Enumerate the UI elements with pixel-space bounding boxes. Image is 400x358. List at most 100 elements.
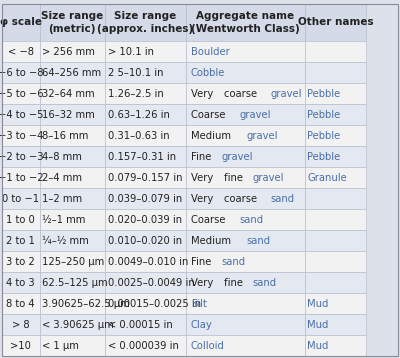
Text: coarse: coarse <box>224 194 260 204</box>
Bar <box>40 4 105 41</box>
Text: > 8: > 8 <box>12 320 30 330</box>
Bar <box>305 62 366 83</box>
Bar <box>2 125 40 146</box>
Text: Medium: Medium <box>191 236 234 246</box>
Bar <box>186 314 305 335</box>
Bar <box>305 104 366 125</box>
Bar <box>40 83 105 104</box>
Text: 2 5–10.1 in: 2 5–10.1 in <box>108 68 164 78</box>
Bar <box>105 251 186 272</box>
Text: Fine: Fine <box>191 257 214 267</box>
Bar <box>105 293 186 314</box>
Text: 0.0025–0.0049 in: 0.0025–0.0049 in <box>108 278 195 288</box>
Text: sand: sand <box>252 278 276 288</box>
Text: 32–64 mm: 32–64 mm <box>42 89 95 99</box>
Bar <box>186 62 305 83</box>
Text: 0.63–1.26 in: 0.63–1.26 in <box>108 110 170 120</box>
Bar <box>105 188 186 209</box>
Text: Mud: Mud <box>307 341 329 351</box>
Bar <box>105 83 186 104</box>
Text: Fine: Fine <box>191 152 214 162</box>
Text: coarse: coarse <box>224 89 260 99</box>
Text: 1 to 0: 1 to 0 <box>6 215 35 225</box>
Bar <box>105 4 186 41</box>
Bar <box>186 167 305 188</box>
Text: Colloid: Colloid <box>191 341 225 351</box>
Bar <box>40 188 105 209</box>
Bar <box>2 230 40 251</box>
Bar <box>2 62 40 83</box>
Text: Cobble: Cobble <box>191 68 225 78</box>
Bar <box>40 146 105 167</box>
Text: > 10.1 in: > 10.1 in <box>108 47 154 57</box>
Bar <box>2 146 40 167</box>
Bar <box>2 83 40 104</box>
Text: Pebble: Pebble <box>307 89 341 99</box>
Text: 0.020–0.039 in: 0.020–0.039 in <box>108 215 182 225</box>
Bar <box>40 104 105 125</box>
Bar <box>40 251 105 272</box>
Text: Coarse: Coarse <box>191 215 228 225</box>
Text: fine: fine <box>224 173 246 183</box>
Bar <box>186 104 305 125</box>
Bar <box>40 209 105 230</box>
Bar <box>105 272 186 293</box>
Text: 0.31–0.63 in: 0.31–0.63 in <box>108 131 170 141</box>
Text: Very: Very <box>191 173 216 183</box>
Bar <box>105 125 186 146</box>
Bar <box>2 104 40 125</box>
Text: 0.079–0.157 in: 0.079–0.157 in <box>108 173 183 183</box>
Bar <box>305 125 366 146</box>
Text: Pebble: Pebble <box>307 110 341 120</box>
Text: Medium: Medium <box>191 131 234 141</box>
Bar <box>2 272 40 293</box>
Text: sand: sand <box>246 236 271 246</box>
Text: Mud: Mud <box>307 299 329 309</box>
Bar <box>305 251 366 272</box>
Bar <box>2 314 40 335</box>
Bar <box>305 146 366 167</box>
Text: sand: sand <box>221 257 245 267</box>
Bar <box>305 314 366 335</box>
Text: 4–8 mm: 4–8 mm <box>42 152 82 162</box>
Text: Boulder: Boulder <box>191 47 230 57</box>
Bar <box>2 188 40 209</box>
Bar <box>2 251 40 272</box>
Bar <box>186 272 305 293</box>
Bar <box>2 167 40 188</box>
Text: φ scale: φ scale <box>0 18 42 27</box>
Text: 1.26–2.5 in: 1.26–2.5 in <box>108 89 164 99</box>
Text: 0.157–0.31 in: 0.157–0.31 in <box>108 152 176 162</box>
Bar <box>40 41 105 62</box>
Text: gravel: gravel <box>240 110 271 120</box>
Text: Size range
(approx. inches): Size range (approx. inches) <box>98 11 194 34</box>
Text: 62.5–125 μm: 62.5–125 μm <box>42 278 108 288</box>
Bar <box>105 62 186 83</box>
Bar <box>105 209 186 230</box>
Bar <box>186 230 305 251</box>
Bar <box>40 272 105 293</box>
Bar <box>305 209 366 230</box>
Text: 0.00015–0.0025 in: 0.00015–0.0025 in <box>108 299 201 309</box>
Text: gravel: gravel <box>252 173 284 183</box>
Text: Mud: Mud <box>307 320 329 330</box>
Text: Pebble: Pebble <box>307 152 341 162</box>
Text: 3 to 2: 3 to 2 <box>6 257 35 267</box>
Text: ¼–½ mm: ¼–½ mm <box>42 236 89 246</box>
Bar <box>105 230 186 251</box>
Bar <box>186 41 305 62</box>
Text: −3 to −4: −3 to −4 <box>0 131 44 141</box>
Bar <box>40 62 105 83</box>
Text: < 0.00015 in: < 0.00015 in <box>108 320 173 330</box>
Bar <box>305 293 366 314</box>
Text: gravel: gravel <box>246 131 278 141</box>
Text: Very: Very <box>191 89 216 99</box>
Bar <box>186 83 305 104</box>
Bar <box>186 146 305 167</box>
Text: 8 to 4: 8 to 4 <box>6 299 35 309</box>
Text: < 0.000039 in: < 0.000039 in <box>108 341 179 351</box>
Text: Aggregate name
(Wentworth Class): Aggregate name (Wentworth Class) <box>191 11 300 34</box>
Bar <box>105 167 186 188</box>
Text: ½–1 mm: ½–1 mm <box>42 215 86 225</box>
Bar <box>186 293 305 314</box>
